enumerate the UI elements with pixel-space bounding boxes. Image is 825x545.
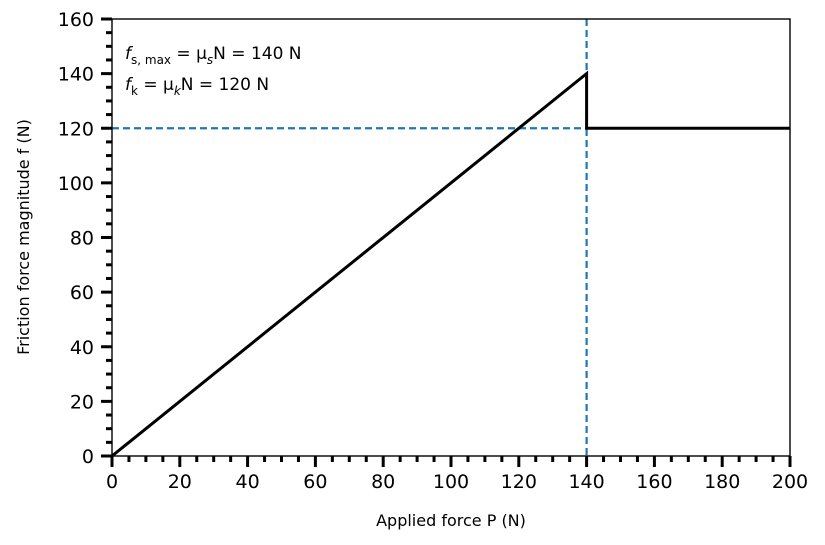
- y-tick-label: 120: [58, 118, 94, 140]
- x-tick-label: 60: [303, 471, 327, 493]
- y-tick-label: 20: [70, 391, 94, 413]
- y-tick-label: 80: [70, 228, 94, 250]
- x-tick-label: 120: [501, 471, 537, 493]
- y-tick-label: 40: [70, 337, 94, 359]
- annotation-static-friction: fs, max = μsN = 140 N: [125, 44, 302, 67]
- annotation-kinetic-friction: fk = μkN = 120 N: [125, 75, 269, 98]
- x-tick-label: 160: [636, 471, 672, 493]
- x-tick-label: 200: [772, 471, 808, 493]
- x-tick-label: 80: [371, 471, 395, 493]
- x-tick-label: 20: [168, 471, 192, 493]
- y-tick-label: 60: [70, 282, 94, 304]
- x-tick-label: 180: [704, 471, 740, 493]
- x-tick-label: 0: [106, 471, 118, 493]
- x-tick-label: 40: [236, 471, 260, 493]
- y-axis-label: Friction force magnitude f (N): [14, 119, 33, 355]
- plot-area: 0 20 40 60 80 100 120 140 160 180 200 0 20 40 60 80 100 1…: [58, 9, 808, 493]
- x-tick-label: 100: [433, 471, 469, 493]
- x-tick-label: 140: [568, 471, 604, 493]
- x-axis-label: Applied force P (N): [376, 511, 526, 530]
- y-tick-label: 160: [58, 9, 94, 31]
- y-tick-label: 100: [58, 173, 94, 195]
- y-tick-label: 0: [82, 446, 94, 468]
- y-tick-label: 140: [58, 64, 94, 86]
- series-line-friction: [111, 70, 790, 458]
